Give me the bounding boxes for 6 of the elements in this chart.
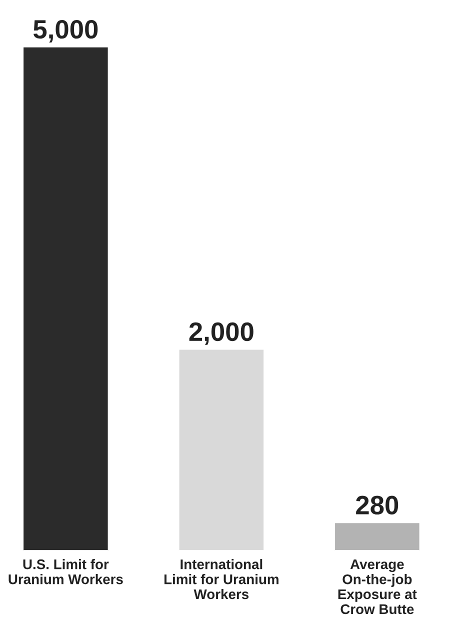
data-label: 5,000 — [33, 20, 98, 42]
x-tick-label: International Limit for Uranium Workers — [164, 559, 278, 600]
x-tick-label: U.S. Limit for Uranium Workers — [8, 559, 123, 584]
x-tick-label: Average On-the-job Exposure at Crow Butte — [338, 559, 417, 614]
data-label: 2,000 — [189, 322, 254, 345]
data-label: 280 — [356, 496, 398, 514]
